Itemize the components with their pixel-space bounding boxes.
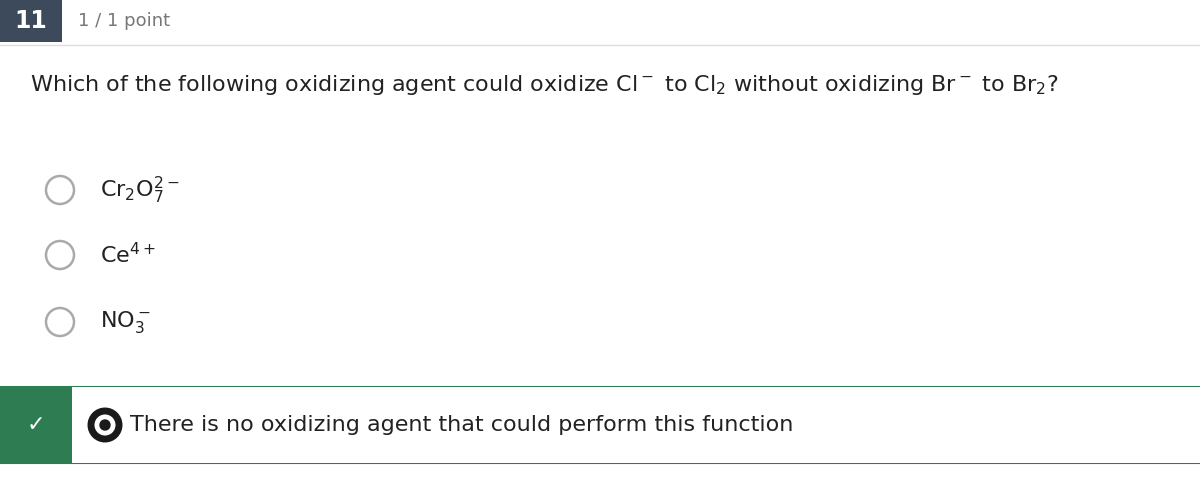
Text: Which of the following oxidizing agent could oxidize Cl$^-$ to Cl$_2$ without ox: Which of the following oxidizing agent c… <box>30 73 1058 97</box>
Text: There is no oxidizing agent that could perform this function: There is no oxidizing agent that could p… <box>130 415 793 435</box>
Text: 1 / 1 point: 1 / 1 point <box>78 12 170 30</box>
Text: Cr$_2$O$_7^{2-}$: Cr$_2$O$_7^{2-}$ <box>100 174 179 206</box>
FancyBboxPatch shape <box>0 0 62 42</box>
Circle shape <box>91 411 119 439</box>
Text: ✓: ✓ <box>26 415 46 435</box>
Circle shape <box>100 420 110 430</box>
FancyBboxPatch shape <box>72 387 1200 463</box>
Circle shape <box>46 176 74 204</box>
Text: Ce$^{4+}$: Ce$^{4+}$ <box>100 242 156 268</box>
Text: NO$_3^-$: NO$_3^-$ <box>100 309 151 335</box>
Text: 11: 11 <box>14 9 47 33</box>
FancyBboxPatch shape <box>0 387 1200 463</box>
Circle shape <box>46 241 74 269</box>
Circle shape <box>46 308 74 336</box>
